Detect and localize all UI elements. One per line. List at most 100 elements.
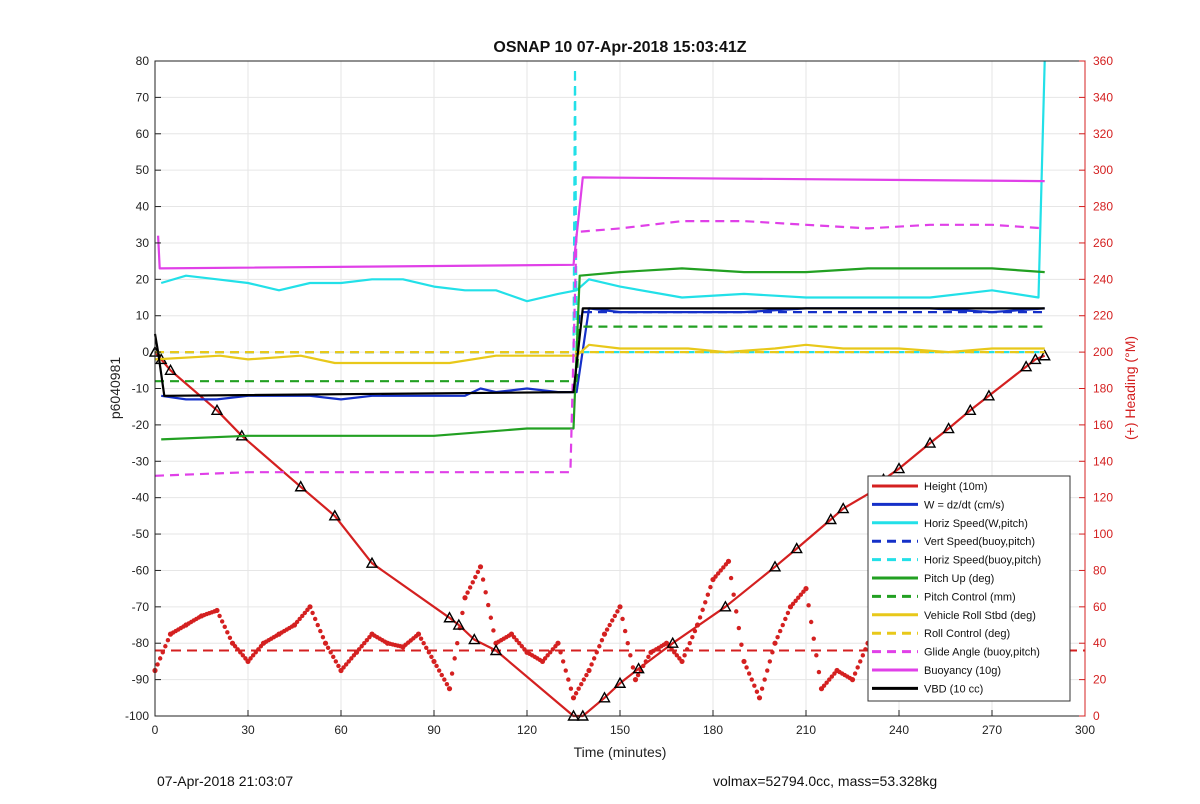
height-marker xyxy=(443,611,456,623)
y-right-tick-label: 200 xyxy=(1093,345,1113,359)
height-marker xyxy=(1038,349,1051,361)
legend-label-10: Glide Angle (buoy,pitch) xyxy=(924,647,1040,659)
heading-point xyxy=(731,592,736,597)
heading-point xyxy=(581,677,587,682)
y-right-tick-label: 340 xyxy=(1093,90,1113,104)
heading-point xyxy=(240,653,246,658)
height-marker xyxy=(719,600,732,612)
heading-point xyxy=(462,595,468,601)
heading-point xyxy=(431,658,437,665)
series-line-11 xyxy=(157,176,1045,270)
heading-point xyxy=(790,601,796,607)
height-marker xyxy=(768,560,782,572)
heading-point xyxy=(756,695,763,701)
heading-point xyxy=(783,616,788,622)
heading-point xyxy=(615,609,620,614)
heading-point xyxy=(473,574,478,580)
heading-point xyxy=(563,668,568,673)
height-marker xyxy=(365,556,379,568)
heading-point xyxy=(297,616,302,622)
height-marker xyxy=(613,676,627,688)
heading-point xyxy=(718,568,723,573)
heading-point xyxy=(824,680,829,685)
heading-point xyxy=(700,607,705,613)
heading-point xyxy=(775,634,780,640)
heading-point xyxy=(759,686,765,691)
series-line-2 xyxy=(161,307,1045,401)
heading-point xyxy=(806,603,811,608)
heading-point xyxy=(475,569,481,575)
legend-label-3: Horiz Speed(W,pitch) xyxy=(924,518,1028,530)
heading-point xyxy=(359,644,364,649)
heading-point xyxy=(519,644,525,649)
heading-point xyxy=(765,668,770,673)
legend-label-6: Pitch Up (deg) xyxy=(924,573,994,585)
heading-point xyxy=(860,653,866,658)
heading-point xyxy=(219,619,225,624)
y-right-tick-label: 280 xyxy=(1093,200,1113,214)
heading-point xyxy=(612,613,618,619)
heading-point xyxy=(315,622,320,628)
y-right-tick-label: 180 xyxy=(1093,382,1113,396)
y-right-tick-label: 80 xyxy=(1093,563,1107,577)
heading-point xyxy=(442,677,447,682)
heading-point xyxy=(225,630,230,635)
heading-point xyxy=(217,613,222,619)
heading-point xyxy=(798,592,804,597)
series-line-10 xyxy=(154,220,1045,477)
y-right-tick-label: 0 xyxy=(1093,709,1100,723)
heading-point xyxy=(325,645,331,650)
y-ticks-right: 0 20 40 60 80 100 120 140 160 180 200 220 240 260 280 3… xyxy=(1079,54,1113,723)
heading-point xyxy=(312,616,318,622)
y-right-tick-label: 20 xyxy=(1093,673,1107,687)
heading-point xyxy=(302,610,308,616)
heading-point xyxy=(746,671,752,676)
heading-point xyxy=(586,667,592,674)
heading-point xyxy=(632,677,639,683)
height-marker xyxy=(837,502,850,514)
heading-point xyxy=(163,644,168,649)
heading-point xyxy=(555,640,561,646)
heading-point xyxy=(601,631,608,637)
heading-point xyxy=(486,602,491,608)
heading-point xyxy=(767,659,773,664)
y-right-tick-label: 300 xyxy=(1093,163,1113,177)
heading-point xyxy=(734,609,739,614)
heading-point xyxy=(470,580,475,585)
y-right-tick-label: 60 xyxy=(1093,600,1107,614)
heading-point xyxy=(465,590,470,595)
heading-point xyxy=(343,662,349,667)
x-tick-label: 150 xyxy=(610,723,630,737)
y-tick-label: 20 xyxy=(136,272,150,286)
y-tick-label: -50 xyxy=(132,527,150,541)
heading-point xyxy=(736,625,742,631)
heading-point xyxy=(622,628,628,634)
heading-point xyxy=(705,592,711,597)
heading-point xyxy=(452,656,457,661)
height-marker xyxy=(942,422,955,434)
height-marker xyxy=(892,462,906,474)
heading-point xyxy=(573,691,579,696)
height-marker xyxy=(1029,352,1042,365)
heading-point xyxy=(762,677,767,682)
heading-point xyxy=(362,641,367,646)
y-tick-label: -70 xyxy=(132,600,150,614)
heading-point xyxy=(560,659,566,664)
y-tick-label: 70 xyxy=(136,90,150,104)
heading-point xyxy=(703,600,708,605)
y-ticks: -100-90-80-70-60-50-40-30-20-10010203040… xyxy=(125,54,161,723)
heading-point xyxy=(318,628,323,634)
heading-point xyxy=(356,647,362,652)
y-right-tick-label: 360 xyxy=(1093,54,1113,68)
heading-point xyxy=(682,653,687,658)
heading-point xyxy=(566,677,571,682)
x-tick-label: 270 xyxy=(982,723,1002,737)
heading-point xyxy=(713,574,718,579)
x-tick-label: 240 xyxy=(889,723,909,737)
series-line-7 xyxy=(155,325,1045,383)
y-tick-label: 30 xyxy=(136,236,150,250)
heading-point xyxy=(803,586,809,592)
heading-point xyxy=(222,624,227,630)
heading-point xyxy=(690,634,695,640)
heading-point xyxy=(589,662,594,667)
